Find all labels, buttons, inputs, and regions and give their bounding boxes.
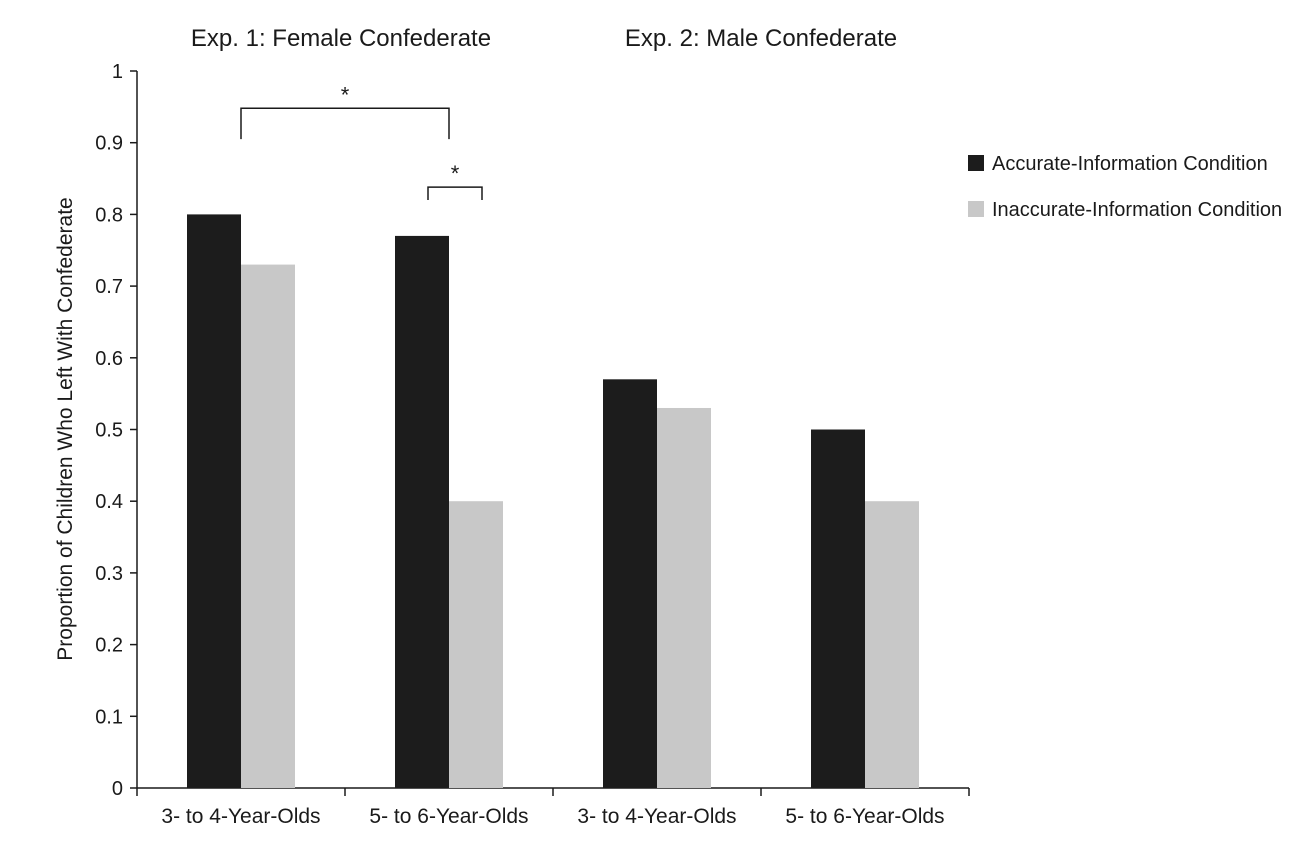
x-tick-label: 3- to 4-Year-Olds (577, 805, 736, 828)
bar-inaccurate (657, 407, 711, 788)
legend-label-inaccurate: Inaccurate-Information Condition (992, 199, 1282, 221)
y-tick-label: 0.7 (95, 276, 123, 298)
x-axis: 3- to 4-Year-Olds 5- to 6-Year-Olds 3- to … (136, 787, 970, 828)
y-tick-label: 0.2 (95, 635, 123, 657)
significance-brackets: ** (240, 82, 483, 201)
bar-inaccurate (865, 501, 919, 788)
legend: Accurate-Information Condition Inaccurat… (968, 153, 1282, 221)
group-title-exp1: Exp. 1: Female Confederate (191, 25, 491, 52)
y-tick-label: 0.6 (95, 348, 123, 370)
legend-swatch-inaccurate (968, 201, 984, 217)
y-tick-label: 1 (112, 61, 123, 83)
legend-swatch-accurate (968, 155, 984, 171)
bar-inaccurate (449, 501, 503, 788)
y-tick-label: 0 (112, 778, 123, 800)
y-tick-label: 0.3 (95, 563, 123, 585)
bars (187, 214, 919, 789)
significance-bracket (240, 107, 450, 140)
significance-star: * (451, 161, 460, 186)
significance-bracket (427, 186, 483, 201)
x-tick-label: 5- to 6-Year-Olds (369, 805, 528, 828)
bar-accurate (603, 379, 657, 788)
legend-label-accurate: Accurate-Information Condition (992, 153, 1268, 175)
y-tick-label: 0.1 (95, 706, 123, 728)
group-title-exp2: Exp. 2: Male Confederate (625, 25, 897, 52)
bar-accurate (811, 429, 865, 788)
y-tick-label: 0.9 (95, 133, 123, 155)
bar-inaccurate (241, 264, 295, 789)
x-tick-label: 3- to 4-Year-Olds (161, 805, 320, 828)
x-tick-label: 5- to 6-Year-Olds (785, 805, 944, 828)
bar-accurate (187, 214, 241, 788)
y-axis: 0 0.1 0.2 0.3 0.4 0.5 0.6 0.7 0.8 0.9 1 (95, 61, 138, 800)
group-titles: Exp. 1: Female Confederate Exp. 2: Male … (191, 25, 897, 52)
significance-star: * (341, 82, 350, 107)
y-tick-label: 0.8 (95, 204, 123, 226)
y-tick-label: 0.4 (95, 491, 123, 513)
bar-accurate (395, 235, 449, 788)
y-axis-title: Proportion of Children Who Left With Con… (54, 197, 77, 660)
y-tick-label: 0.5 (95, 420, 123, 442)
